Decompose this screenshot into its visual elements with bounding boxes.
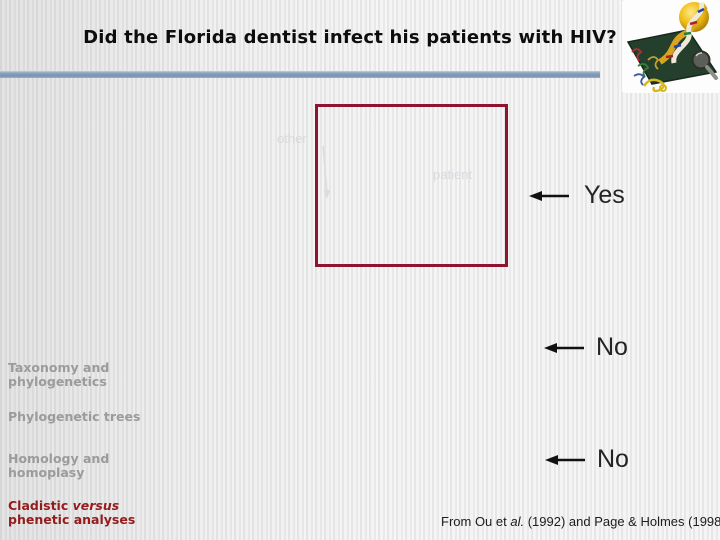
source-citation: From Ou et al. (1992) and Page & Holmes … [441, 514, 720, 529]
slide-title: Did the Florida dentist infect his patie… [83, 27, 617, 48]
sidebar-item-cladistic-vs-phenetic: Cladistic versus phenetic analyses [8, 499, 156, 527]
sidebar-item-homology-homoplasy: Homology and homoplasy [8, 451, 110, 480]
left-arrow-icon [545, 454, 585, 465]
figure-placeholder-box [315, 104, 508, 267]
citation-pre: From Ou et [441, 514, 511, 529]
answer-label: No [596, 333, 628, 361]
faint-figure-label-other: other [277, 131, 307, 146]
answer-row-no-2: No [545, 445, 629, 474]
citation-etal: al. [510, 514, 525, 529]
dna-magnifier-clipart [622, 0, 720, 93]
answer-row-yes: Yes [529, 181, 625, 210]
sidebar-active-emphasis: versus [72, 498, 120, 513]
sidebar-item-phylogenetic-trees: Phylogenetic trees [8, 409, 141, 424]
dna-magnifier-icon [622, 0, 720, 93]
citation-post: (1992) and Page & Holmes (1998) [524, 514, 720, 529]
sidebar-item-taxonomy-phylogenetics: Taxonomy and phylogenetics [8, 360, 110, 389]
answer-label: No [597, 445, 629, 473]
sidebar-active-post: phenetic analyses [8, 512, 136, 527]
sidebar-active-pre: Cladistic [8, 498, 73, 513]
faint-pointer-line [322, 145, 330, 199]
answer-label: Yes [584, 181, 625, 209]
left-arrow-icon [544, 342, 584, 353]
answer-row-no-1: No [544, 333, 628, 362]
title-divider-bar [0, 71, 600, 78]
left-arrow-icon [529, 190, 569, 201]
faint-figure-label-patient: patient [433, 167, 473, 182]
